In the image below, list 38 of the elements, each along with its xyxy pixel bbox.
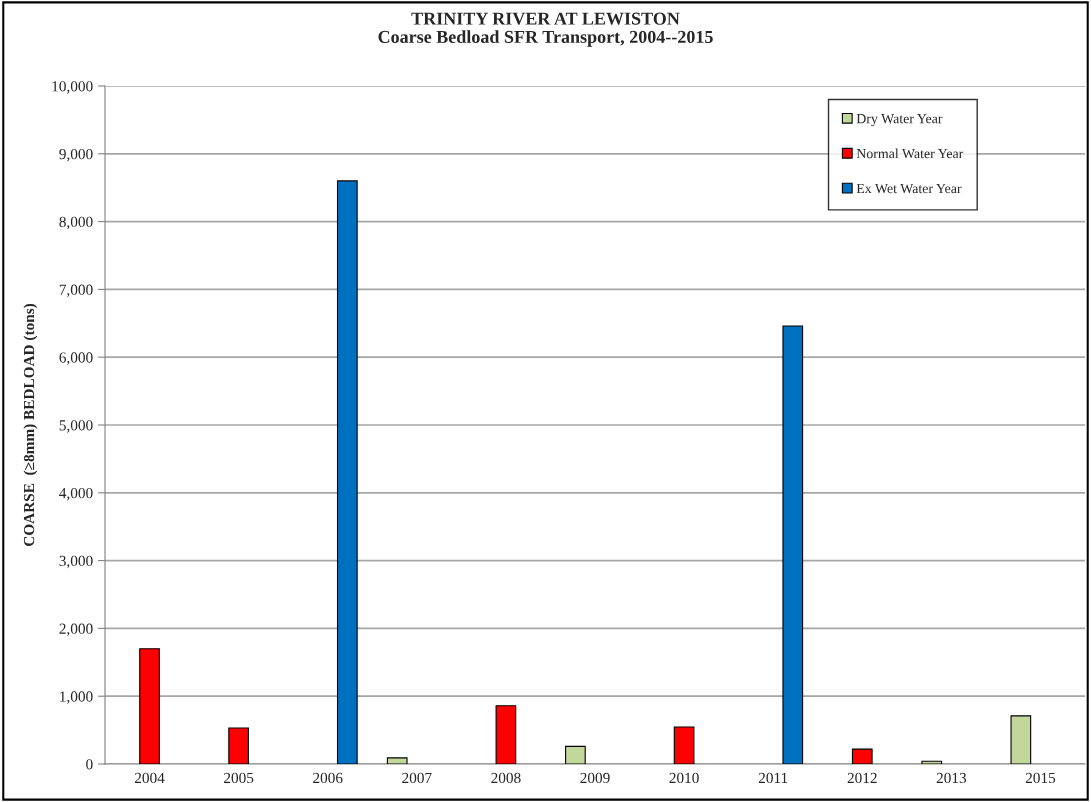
legend-label: Ex Wet Water Year: [856, 183, 962, 194]
bar: [851, 748, 873, 764]
y-tick-label: 9,000: [59, 148, 93, 162]
bar: [336, 180, 358, 764]
bar: [673, 726, 695, 764]
x-tick-label: 2004: [134, 772, 165, 784]
y-tick-label: 3,000: [59, 555, 93, 569]
x-tick-label: 2005: [224, 772, 254, 784]
y-tick-label: 10,000: [52, 81, 93, 94]
y-tick-label: 7,000: [59, 284, 93, 298]
bar: [386, 757, 408, 764]
x-tick-label: 2007: [402, 772, 432, 784]
x-tick-label: 2012: [847, 772, 877, 784]
bar: [921, 760, 943, 764]
bar: [1010, 715, 1032, 764]
x-tick-label: 2006: [313, 772, 343, 784]
chart-title: TRINITY RIVER AT LEWISTON Coarse Bedload SFR Transport, 2004--2015: [378, 12, 713, 47]
bar: [139, 648, 160, 764]
x-tick-label: 2011: [758, 772, 788, 784]
x-tick-label: 2008: [491, 772, 521, 784]
bar: [565, 745, 586, 764]
y-tick-label: 0: [86, 759, 93, 770]
legend-label: Normal Water Year: [856, 148, 964, 159]
legend-label: Dry Water Year: [856, 114, 943, 127]
x-tick-label: 2015: [1025, 772, 1056, 784]
y-tick-label: 4,000: [59, 487, 93, 501]
bar: [782, 325, 804, 764]
bar: [495, 705, 517, 764]
x-tick-label: 2013: [936, 772, 967, 784]
y-tick-label: 2,000: [59, 623, 93, 637]
x-tick-label: 2009: [580, 772, 610, 784]
y-tick-label: 5,000: [59, 420, 93, 433]
bar: [228, 727, 249, 764]
y-tick-label: 1,000: [60, 691, 93, 704]
y-tick-label: 6,000: [59, 352, 93, 365]
y-tick-label: 8,000: [59, 216, 93, 230]
x-tick-label: 2010: [669, 772, 699, 784]
y-axis-title: COARSE (≥8mm) BEDLOAD (tons): [23, 303, 38, 546]
